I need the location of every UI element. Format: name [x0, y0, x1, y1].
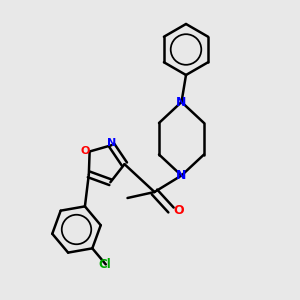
Text: Cl: Cl: [98, 258, 111, 271]
Text: N: N: [176, 95, 187, 109]
Text: N: N: [176, 169, 187, 182]
Text: O: O: [173, 203, 184, 217]
Text: N: N: [107, 138, 116, 148]
Text: O: O: [80, 146, 90, 157]
